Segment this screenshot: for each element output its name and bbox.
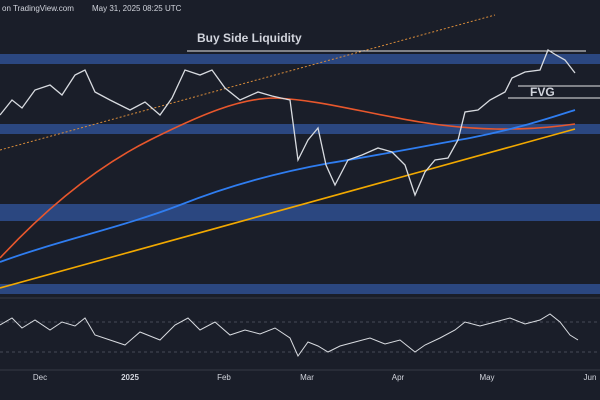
moving-average-100 — [0, 109, 576, 263]
zone — [0, 54, 600, 64]
dotted-trendline — [0, 14, 496, 151]
moving-average-200 — [0, 97, 576, 259]
x-tick-label: Jun — [584, 373, 597, 382]
x-tick-label: May — [479, 373, 494, 382]
rsi-line — [0, 313, 579, 358]
annotation: Buy Side Liquidity — [197, 31, 302, 45]
zone — [0, 204, 600, 221]
x-tick-label: Apr — [392, 373, 405, 382]
zone — [0, 124, 600, 134]
support-trendline — [0, 128, 576, 289]
timestamp: May 31, 2025 08:25 UTC — [92, 4, 182, 13]
x-tick-label: 2025 — [121, 373, 139, 382]
price-path — [0, 49, 576, 197]
x-tick-label: Dec — [33, 373, 47, 382]
x-tick-label: Mar — [300, 373, 314, 382]
zone — [0, 284, 600, 294]
source: on TradingView.com — [2, 4, 74, 13]
x-tick-label: Feb — [217, 373, 231, 382]
annotation: FVG — [530, 85, 555, 99]
